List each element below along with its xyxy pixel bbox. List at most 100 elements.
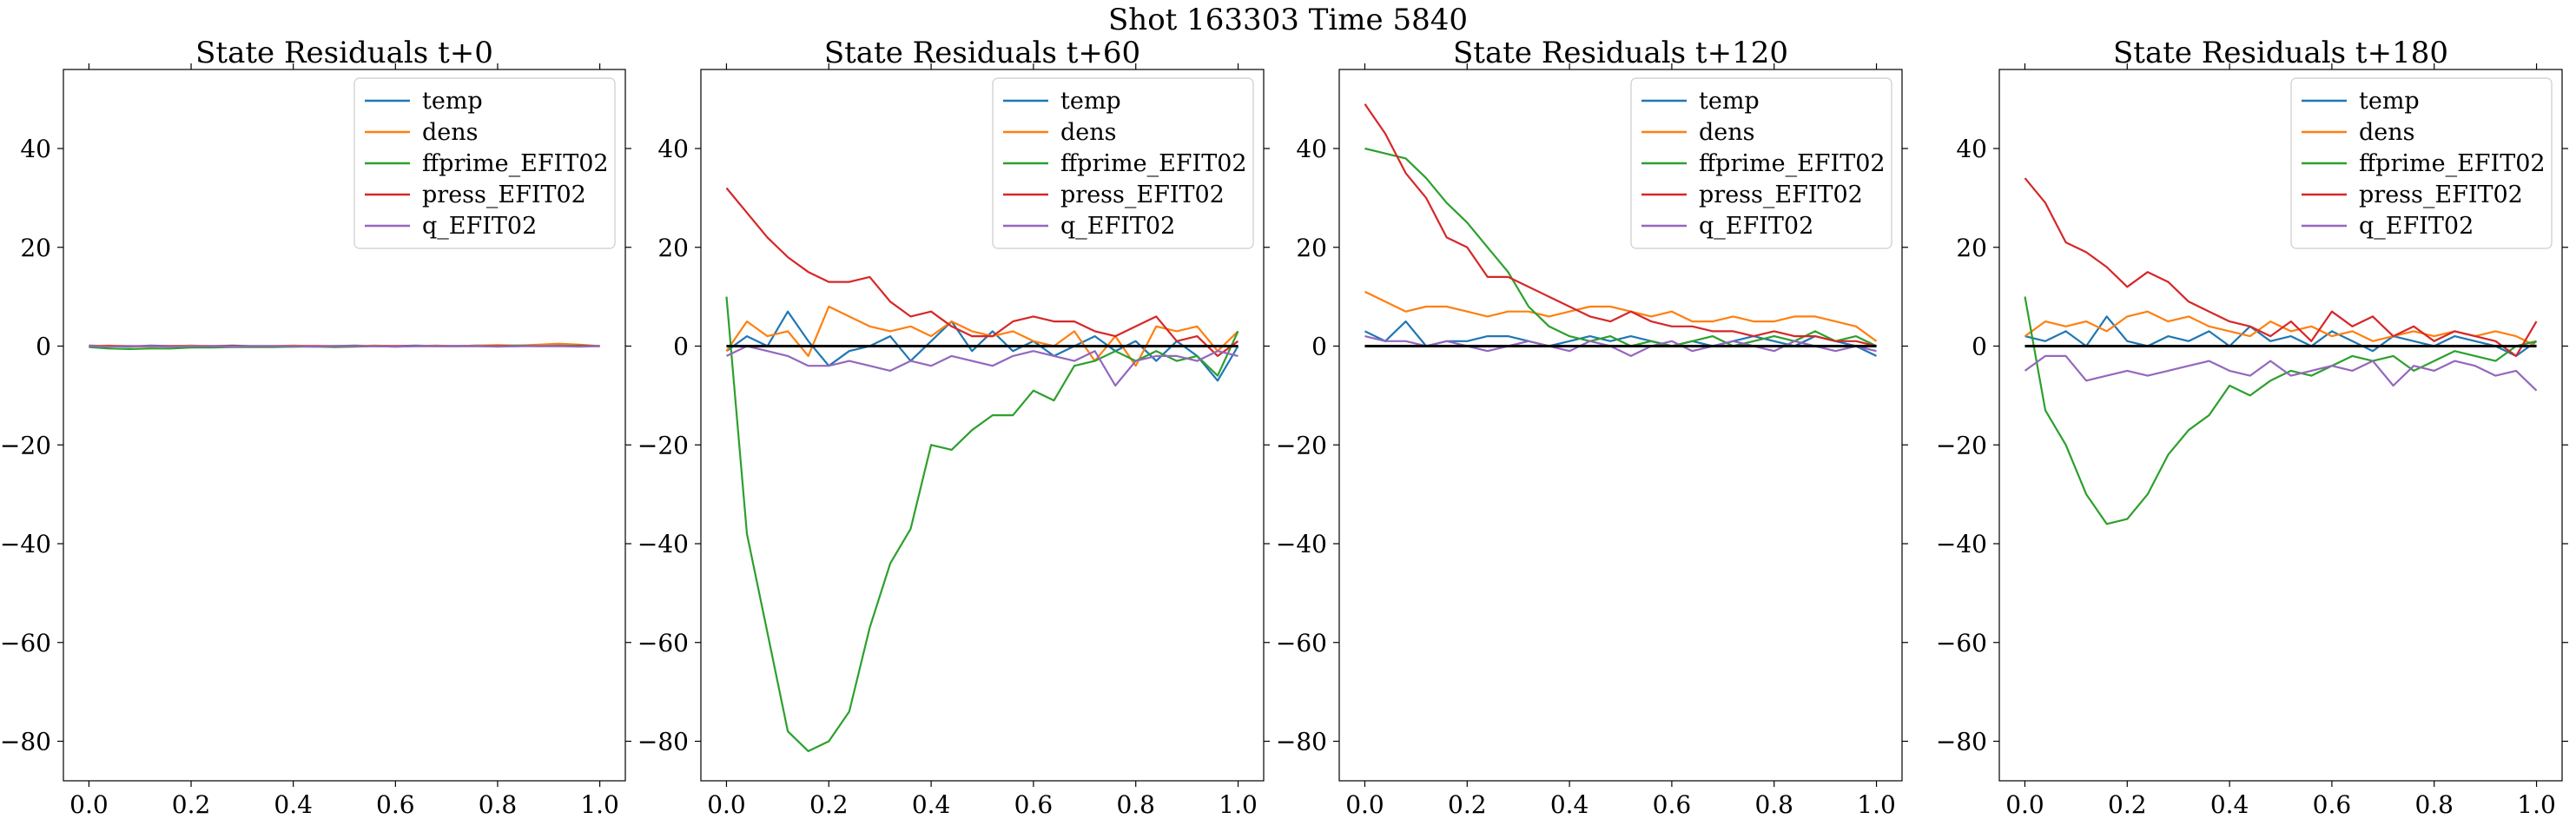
y-tick-label: 20 <box>1296 234 1327 262</box>
y-tick-label: 40 <box>1296 135 1327 163</box>
x-tick-label: 0.6 <box>1014 790 1054 819</box>
legend-box <box>1630 77 1892 249</box>
plot-area <box>1364 103 1878 357</box>
legend: temp dens ffprime_EFIT02 press_EFIT02 q_EFIT… <box>992 77 1254 249</box>
series-line-press_EFIT02 <box>1364 103 1877 347</box>
x-tick-label: 0.0 <box>707 790 746 819</box>
y-tick-label: −60 <box>1936 629 1987 657</box>
plot-area <box>89 342 600 350</box>
legend-entry: temp <box>2359 88 2420 115</box>
x-tick-label: 0.2 <box>1448 790 1487 819</box>
x-tick-label: 0.2 <box>2108 790 2147 819</box>
legend-entry: press_EFIT02 <box>1699 182 1863 208</box>
legend-entry: q_EFIT02 <box>422 213 537 240</box>
legend-entry: q_EFIT02 <box>1060 213 1175 240</box>
panel-3: State Residuals t+120 0.0 0.2 0.4 0.6 0.8 1.0 −… <box>1276 36 1908 819</box>
x-tick-label: 0.2 <box>809 790 849 819</box>
legend-entry: ffprime_EFIT02 <box>2359 150 2546 177</box>
legend-entry: dens <box>422 119 479 146</box>
series-line-q_EFIT02 <box>2024 354 2538 392</box>
plot-area <box>2024 177 2538 525</box>
y-tick-label: −20 <box>1936 431 1987 459</box>
y-tick-label: 0 <box>1972 333 1987 361</box>
plot-area <box>725 187 1239 753</box>
y-tick-label: −40 <box>1276 530 1327 558</box>
series-line-press_EFIT02 <box>725 187 1239 357</box>
y-tick-label: −40 <box>1936 530 1987 558</box>
legend: temp dens ffprime_EFIT02 press_EFIT02 q_EFIT… <box>1630 77 1892 249</box>
legend-entry: dens <box>2359 119 2415 146</box>
y-tick-label: −20 <box>1276 431 1327 459</box>
x-tick-label: 0.8 <box>1116 790 1155 819</box>
y-tick-label: 40 <box>1956 135 1987 163</box>
y-tick-label: −80 <box>637 728 689 756</box>
panel-4: State Residuals t+180 0.0 0.2 0.4 0.6 0.8 1.0 −… <box>1936 36 2568 819</box>
y-tick-label: −20 <box>637 431 689 459</box>
x-tick-label: 0.8 <box>479 790 518 819</box>
legend-entry: dens <box>1060 119 1117 146</box>
y-tick-label: −40 <box>0 530 51 558</box>
legend-box <box>353 77 616 249</box>
y-tick-label: −80 <box>1936 728 1987 756</box>
series-line-ffprime_EFIT02 <box>725 296 1239 753</box>
legend-entry: ffprime_EFIT02 <box>1060 150 1247 177</box>
series-line-ffprime_EFIT02 <box>1364 147 1877 347</box>
legend-entry: temp <box>422 88 483 115</box>
y-tick-label: −60 <box>637 629 689 657</box>
y-tick-label: −60 <box>0 629 51 657</box>
legend-entry: ffprime_EFIT02 <box>422 150 609 177</box>
axes-frame <box>1998 69 2563 782</box>
figure-suptitle: Shot 163303 Time 5840 <box>1108 3 1468 37</box>
x-tick-label: 1.0 <box>1857 790 1896 819</box>
x-tick-label: 1.0 <box>1219 790 1258 819</box>
legend-entry: q_EFIT02 <box>2359 213 2474 240</box>
x-tick-label: 0.0 <box>1345 790 1384 819</box>
y-tick-label: 0 <box>1311 333 1327 361</box>
x-tick-label: 0.4 <box>1550 790 1589 819</box>
series-line-press_EFIT02 <box>2024 177 2538 357</box>
series-line-dens <box>725 305 1239 367</box>
panel-title: State Residuals t+0 <box>195 36 493 70</box>
legend-entry: press_EFIT02 <box>1060 182 1225 208</box>
x-tick-label: 0.4 <box>2210 790 2249 819</box>
series-line-dens <box>1364 290 1878 342</box>
x-tick-label: 0.2 <box>172 790 211 819</box>
y-tick-label: 40 <box>657 135 689 163</box>
y-tick-label: −20 <box>0 431 51 459</box>
y-tick-label: 0 <box>673 333 689 361</box>
axes-frame <box>63 69 626 782</box>
x-tick-label: 0.4 <box>274 790 313 819</box>
x-tick-label: 0.4 <box>912 790 951 819</box>
x-tick-label: 1.0 <box>2517 790 2556 819</box>
y-tick-label: −40 <box>637 530 689 558</box>
x-tick-label: 0.6 <box>2313 790 2352 819</box>
legend: temp dens ffprime_EFIT02 press_EFIT02 q_EFIT… <box>2290 77 2553 249</box>
series-line-q_EFIT02 <box>726 345 1238 387</box>
legend-entry: ffprime_EFIT02 <box>1699 150 1886 177</box>
panel-2: State Residuals t+60 0.0 0.2 0.4 0.6 0.8 1.0 −8… <box>637 36 1270 819</box>
y-tick-label: −60 <box>1276 629 1327 657</box>
series-line-q_EFIT02 <box>1364 335 1877 357</box>
y-tick-label: 0 <box>36 333 51 361</box>
series-line-ffprime_EFIT02 <box>2024 296 2537 525</box>
x-tick-label: 0.8 <box>2414 790 2454 819</box>
panel-title: State Residuals t+180 <box>2113 36 2448 70</box>
y-tick-label: −80 <box>0 728 51 756</box>
legend-entry: temp <box>1060 88 1121 115</box>
x-tick-label: 0.6 <box>1653 790 1692 819</box>
legend-entry: press_EFIT02 <box>2359 182 2523 208</box>
series-line-temp <box>2024 315 2538 357</box>
y-tick-label: −80 <box>1276 728 1327 756</box>
panel-title: State Residuals t+120 <box>1453 36 1788 70</box>
legend-entry: dens <box>1699 119 1755 146</box>
axes-frame <box>700 69 1265 782</box>
legend-box <box>2290 77 2553 249</box>
legend-entry: temp <box>1699 88 1760 115</box>
x-tick-label: 0.0 <box>69 790 109 819</box>
x-tick-label: 0.6 <box>376 790 415 819</box>
panel-title: State Residuals t+60 <box>824 36 1140 70</box>
y-tick-label: 20 <box>20 234 51 262</box>
y-tick-label: 40 <box>20 135 51 163</box>
y-tick-label: 20 <box>1956 234 1987 262</box>
